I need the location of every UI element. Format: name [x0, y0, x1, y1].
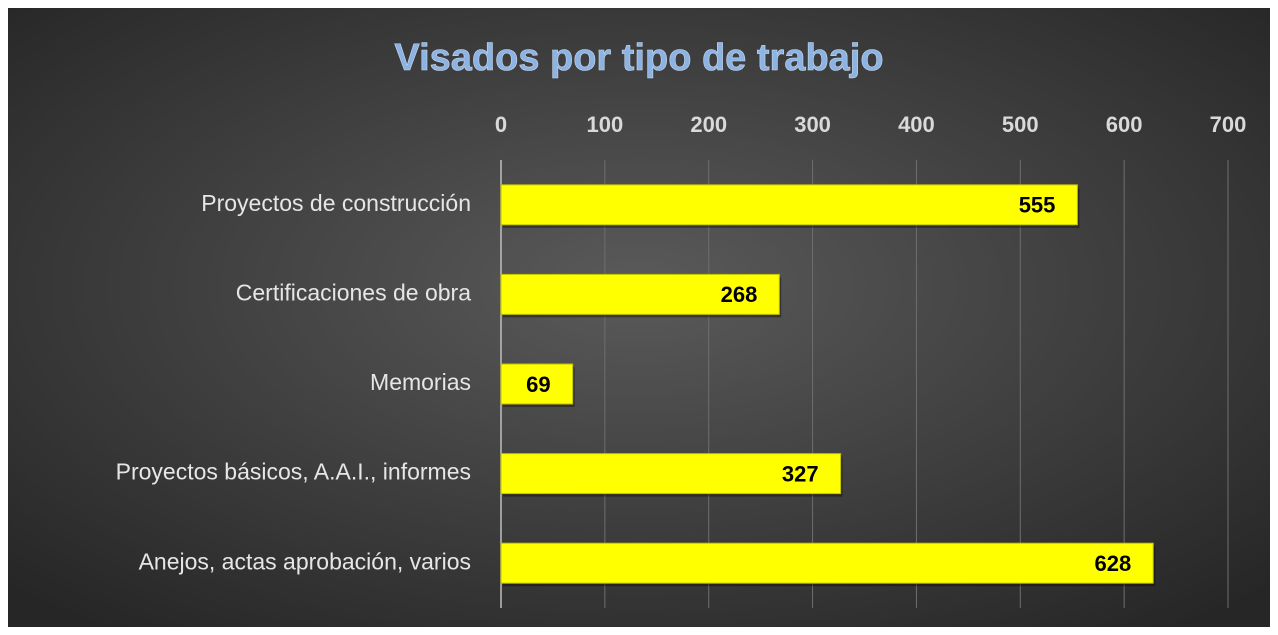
- x-tick-label: 700: [1210, 112, 1247, 137]
- bar: [500, 363, 574, 405]
- data-label: 69: [526, 372, 550, 397]
- chart-background: [8, 8, 1270, 627]
- chart-title: Visados por tipo de trabajo: [394, 37, 883, 79]
- x-tick-label: 300: [794, 112, 831, 137]
- data-label: 327: [782, 461, 819, 486]
- x-tick-label: 0: [495, 112, 507, 137]
- data-label: 268: [721, 282, 758, 307]
- data-label: 628: [1095, 551, 1132, 576]
- x-tick-label: 400: [898, 112, 935, 137]
- bar: [500, 453, 842, 495]
- bar: [500, 542, 1154, 584]
- x-tick-label: 100: [586, 112, 623, 137]
- y-tick-label: Memorias: [370, 369, 471, 395]
- bar: [500, 273, 780, 315]
- y-tick-label: Certificaciones de obra: [236, 279, 471, 305]
- y-tick-label: Proyectos básicos, A.A.I., informes: [116, 459, 471, 485]
- data-label: 555: [1019, 193, 1056, 218]
- x-tick-label: 200: [690, 112, 727, 137]
- y-tick-label: Anejos, actas aprobación, varios: [139, 548, 471, 574]
- bar: [500, 184, 1078, 226]
- y-tick-label: Proyectos de construcción: [201, 190, 471, 216]
- x-tick-label: 500: [1002, 112, 1039, 137]
- x-tick-label: 600: [1106, 112, 1143, 137]
